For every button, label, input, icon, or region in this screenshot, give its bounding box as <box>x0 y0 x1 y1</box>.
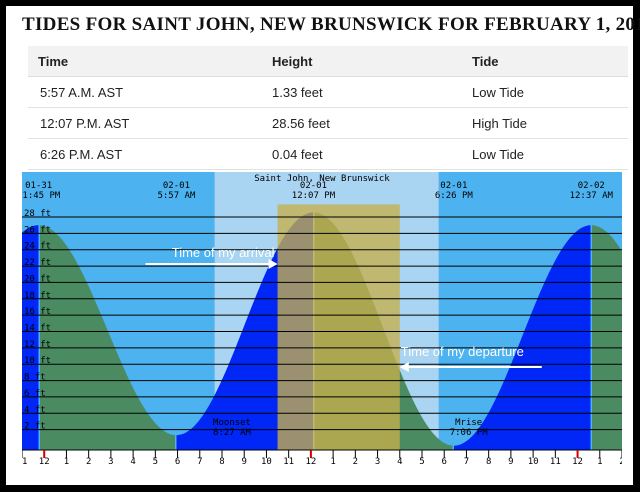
cell-tide: Low Tide <box>472 76 628 108</box>
extreme-time-label: 5:57 AM <box>157 191 196 201</box>
hour-tick-label: 1 <box>64 457 69 467</box>
rising-tide-area <box>454 225 591 450</box>
hour-tick-label: 7 <box>197 457 202 467</box>
hour-tick-label: 5 <box>419 457 424 467</box>
extreme-date-label: 02-01 <box>440 181 467 191</box>
hour-tick-label: 8 <box>219 457 224 467</box>
hour-tick-label: 8 <box>486 457 491 467</box>
moon-event-time: 7:06 PM <box>450 428 489 438</box>
y-tick-label: 4 ft <box>24 405 46 415</box>
table-header-row: Time Height Tide <box>28 46 628 77</box>
annotation-arrowhead <box>399 362 409 372</box>
header-tide: Tide <box>472 46 628 77</box>
y-tick-label: 2 ft <box>24 422 46 432</box>
hour-tick-label: 9 <box>242 457 247 467</box>
falling-tide-area <box>40 225 175 450</box>
annotation-departure: Time of my departure <box>401 344 524 359</box>
tide-table: Time Height Tide 5:57 A.M. AST 1.33 feet… <box>28 46 628 170</box>
hour-tick-label: 11 <box>283 457 294 467</box>
y-tick-label: 24 ft <box>24 242 51 252</box>
hour-tick-label: 1 <box>597 457 602 467</box>
hour-tick-label: 12 <box>305 457 316 467</box>
hour-tick-label: 12 <box>39 457 50 467</box>
y-tick-label: 20 ft <box>24 274 51 284</box>
cell-height: 1.33 feet <box>272 76 472 108</box>
annotation-arrival: Time of my arrival <box>172 245 275 260</box>
page-title: TIDES FOR SAINT JOHN, NEW BRUNSWICK FOR … <box>22 14 640 35</box>
extreme-time-label: 6:26 PM <box>435 191 474 201</box>
extreme-date-label: 01-31 <box>25 181 52 191</box>
table-row: 6:26 P.M. AST 0.04 feet Low Tide <box>28 138 628 170</box>
hour-tick-label: 2 <box>353 457 358 467</box>
moon-event-time: 8:27 AM <box>213 428 252 438</box>
hour-tick-label: 11 <box>22 457 27 467</box>
hour-tick-label: 6 <box>175 457 180 467</box>
cell-height: 0.04 feet <box>272 138 472 170</box>
table-row: 12:07 P.M. AST 28.56 feet High Tide <box>28 107 628 139</box>
y-tick-label: 22 ft <box>24 258 51 268</box>
hour-tick-label: 5 <box>153 457 158 467</box>
y-tick-label: 16 ft <box>24 307 51 317</box>
rising-tide-area <box>22 225 39 450</box>
header-time: Time <box>28 46 272 77</box>
hour-tick-label: 3 <box>375 457 380 467</box>
cell-time: 12:07 P.M. AST <box>28 107 272 139</box>
moon-event-label: Moonset <box>213 418 251 428</box>
y-tick-label: 28 ft <box>24 209 51 219</box>
hour-tick-label: 12 <box>572 457 583 467</box>
hour-tick-label: 9 <box>508 457 513 467</box>
cell-time: 6:26 P.M. AST <box>28 138 272 170</box>
falling-tide-area <box>592 225 622 450</box>
y-tick-label: 10 ft <box>24 356 51 366</box>
hour-tick-label: 10 <box>528 457 539 467</box>
header-height: Height <box>272 46 472 77</box>
hour-tick-label: 6 <box>442 457 447 467</box>
hour-tick-label: 4 <box>130 457 135 467</box>
annotation-arrowhead <box>268 259 278 269</box>
hour-tick-label: 4 <box>397 457 402 467</box>
cell-time: 5:57 A.M. AST <box>28 76 272 108</box>
visit-window-highlight <box>277 204 400 450</box>
y-tick-label: 14 ft <box>24 324 51 334</box>
table-row: 5:57 A.M. AST 1.33 feet Low Tide <box>28 76 628 108</box>
y-tick-label: 12 ft <box>24 340 51 350</box>
extreme-date-label: 02-01 <box>300 181 327 191</box>
hour-tick-label: 10 <box>261 457 272 467</box>
cell-tide: Low Tide <box>472 138 628 170</box>
hour-tick-label: 2 <box>619 457 622 467</box>
y-tick-label: 26 ft <box>24 225 51 235</box>
chart-title: Saint John, New Brunswick <box>254 174 390 184</box>
extreme-time-label: 12:07 PM <box>292 191 336 201</box>
cell-tide: High Tide <box>472 107 628 139</box>
tide-chart: 2 ft 4 ft 6 ft 8 ft 10 ft 12 ft 14 ft 16 ft 18 f… <box>22 172 622 467</box>
hour-tick-label: 7 <box>464 457 469 467</box>
hour-tick-label: 3 <box>108 457 113 467</box>
hour-tick-label: 11 <box>550 457 561 467</box>
y-tick-label: 6 ft <box>24 389 46 399</box>
y-tick-label: 18 ft <box>24 291 51 301</box>
extreme-time-label: 12:37 AM <box>570 191 614 201</box>
hour-tick-label: 1 <box>330 457 335 467</box>
extreme-date-label: 02-01 <box>163 181 190 191</box>
hour-tick-label: 2 <box>86 457 91 467</box>
moon-event-label: Mrise <box>455 418 482 428</box>
y-tick-label: 8 ft <box>24 373 46 383</box>
cell-height: 28.56 feet <box>272 107 472 139</box>
extreme-date-label: 02-02 <box>578 181 605 191</box>
extreme-time-label: 11:45 PM <box>22 191 61 201</box>
